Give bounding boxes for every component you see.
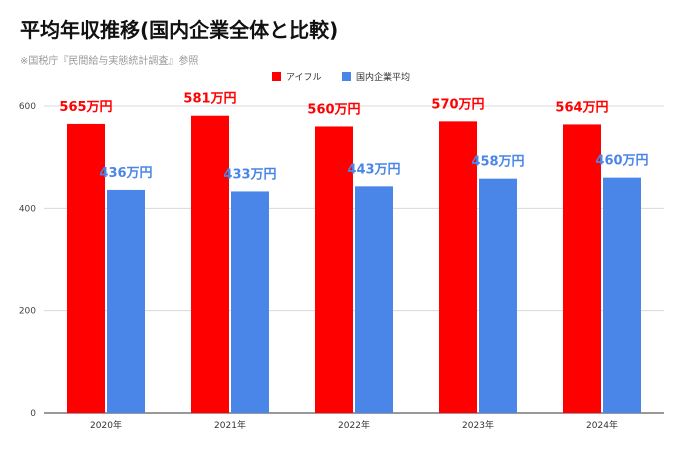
legend-label: アイフル bbox=[286, 73, 322, 83]
legend-swatch bbox=[342, 72, 351, 81]
x-tick-label: 2022年 bbox=[338, 419, 370, 431]
x-tick-label: 2021年 bbox=[214, 419, 246, 431]
bar-domestic-average bbox=[231, 191, 269, 413]
bar-aiful bbox=[439, 121, 477, 413]
y-tick-label: 0 bbox=[30, 409, 36, 419]
x-tick-label: 2023年 bbox=[462, 419, 494, 431]
bar-domestic-average bbox=[479, 178, 517, 413]
legend-swatch bbox=[272, 72, 281, 81]
data-label: 564万円 bbox=[555, 100, 608, 115]
bar-aiful bbox=[67, 123, 105, 414]
bar-domestic-average bbox=[107, 189, 145, 413]
data-label: 581万円 bbox=[183, 92, 236, 107]
data-label: 436万円 bbox=[99, 166, 152, 181]
chart-title: 平均年収推移(国内企業全体と比較) bbox=[20, 18, 339, 42]
chart-subtitle: ※国税庁『民間給与実態統計調査』参照 bbox=[20, 56, 199, 67]
legend-label: 国内企業平均 bbox=[356, 71, 410, 83]
data-label: 570万円 bbox=[431, 97, 484, 112]
data-label: 458万円 bbox=[471, 155, 524, 170]
y-tick-label: 200 bbox=[19, 307, 36, 317]
x-tick-label: 2020年 bbox=[90, 419, 122, 431]
data-label: 443万円 bbox=[347, 162, 400, 177]
data-label: 460万円 bbox=[595, 154, 648, 169]
bar-domestic-average bbox=[603, 177, 641, 413]
y-tick-label: 600 bbox=[19, 102, 36, 112]
x-tick-label: 2024年 bbox=[586, 419, 618, 431]
bar-aiful bbox=[315, 126, 353, 413]
data-label: 565万円 bbox=[59, 100, 112, 115]
y-tick-label: 400 bbox=[19, 204, 36, 214]
bar-aiful bbox=[191, 115, 229, 413]
bar-domestic-average bbox=[355, 186, 393, 413]
data-label: 560万円 bbox=[307, 102, 360, 117]
data-label: 433万円 bbox=[223, 167, 276, 182]
bar-aiful bbox=[563, 124, 601, 414]
